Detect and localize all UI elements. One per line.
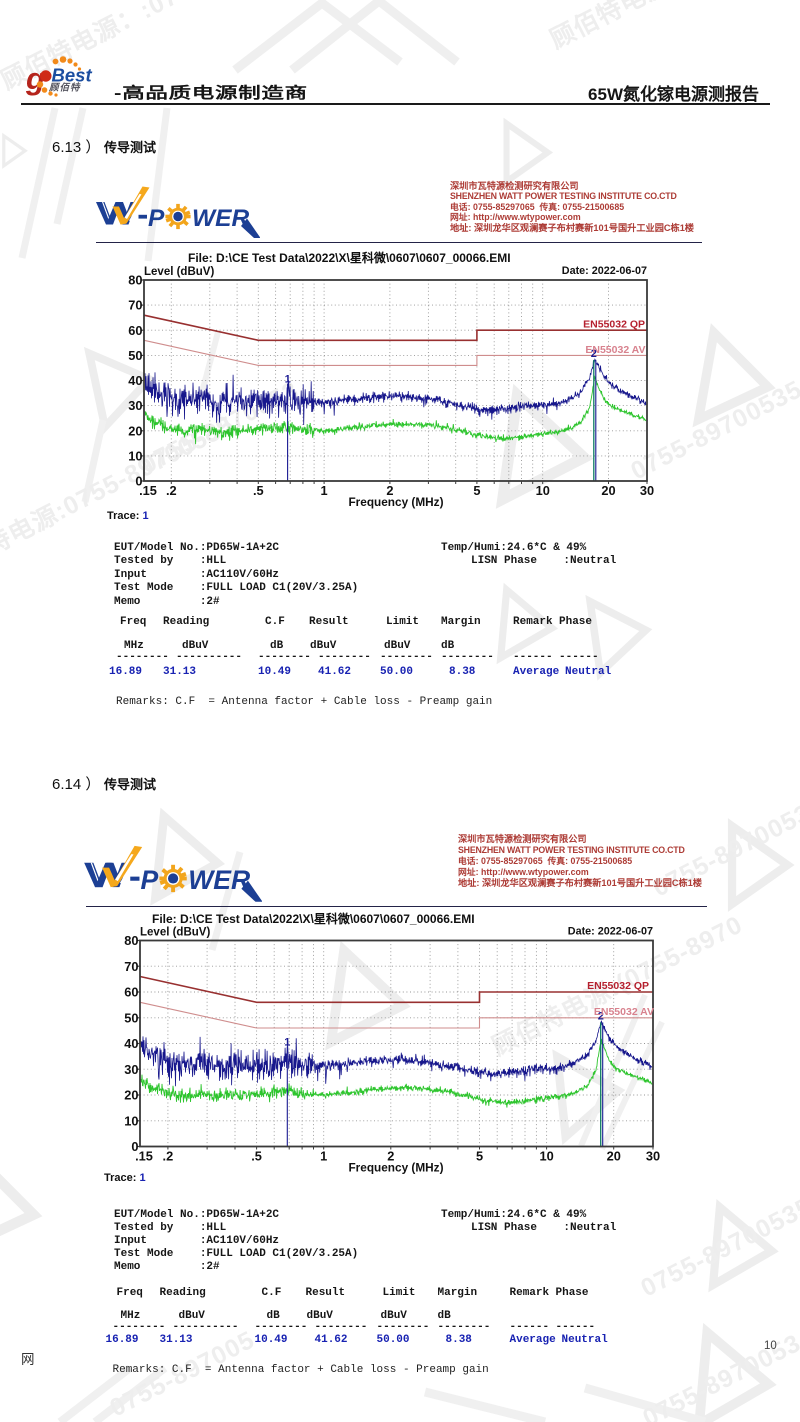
svg-text:.5: .5 (253, 483, 264, 498)
svg-text:WER: WER (192, 205, 249, 232)
svg-text:Best: Best (52, 65, 93, 86)
svg-text:60: 60 (128, 323, 142, 338)
svg-text:1: 1 (284, 1036, 290, 1048)
svg-text:1: 1 (320, 1149, 327, 1164)
svg-text:.15: .15 (139, 483, 157, 498)
svg-text:Level (dBuV): Level (dBuV) (144, 266, 214, 278)
svg-text:20: 20 (124, 1088, 138, 1103)
svg-text:20: 20 (128, 423, 142, 438)
svg-text:0: 0 (131, 1139, 138, 1154)
svg-text:2: 2 (386, 483, 393, 498)
svg-text:30: 30 (128, 398, 142, 413)
svg-text:.2: .2 (163, 1149, 174, 1164)
svg-text:60: 60 (124, 985, 138, 1000)
svg-text:顾佰特: 顾佰特 (48, 82, 81, 94)
svg-text:50: 50 (124, 1010, 138, 1025)
svg-text:30: 30 (124, 1062, 138, 1077)
svg-text:2: 2 (591, 348, 597, 360)
svg-text:EN55032 QP: EN55032 QP (583, 318, 645, 330)
svg-text:30: 30 (646, 1149, 660, 1164)
svg-text:30: 30 (640, 483, 654, 498)
svg-text:70: 70 (128, 298, 142, 313)
svg-text:2: 2 (598, 1011, 604, 1023)
svg-text:5: 5 (473, 483, 480, 498)
svg-text:EN55032 AV: EN55032 AV (585, 344, 645, 356)
svg-text:10: 10 (124, 1113, 138, 1128)
svg-text:2: 2 (387, 1149, 394, 1164)
svg-text:EN55032 QP: EN55032 QP (587, 980, 649, 992)
svg-text:.15: .15 (135, 1149, 153, 1164)
svg-text:Level (dBuV): Level (dBuV) (140, 927, 210, 939)
svg-text:1: 1 (321, 483, 328, 498)
svg-text:Date: 2022-06-07: Date: 2022-06-07 (562, 265, 647, 277)
svg-text:0: 0 (135, 474, 142, 489)
svg-text:P: P (148, 205, 165, 232)
svg-text:WER: WER (188, 865, 250, 895)
svg-text:80: 80 (128, 273, 142, 288)
svg-text:10: 10 (539, 1149, 553, 1164)
svg-text:.2: .2 (166, 483, 177, 498)
svg-text:Frequency (MHz): Frequency (MHz) (348, 495, 443, 509)
svg-text:5: 5 (476, 1149, 483, 1164)
svg-text:50: 50 (128, 348, 142, 363)
svg-text:40: 40 (124, 1036, 138, 1051)
svg-text:40: 40 (128, 373, 142, 388)
svg-text:.5: .5 (251, 1149, 262, 1164)
svg-text:20: 20 (607, 1149, 621, 1164)
svg-text:10: 10 (536, 483, 550, 498)
svg-text:20: 20 (601, 483, 615, 498)
svg-text:Frequency (MHz): Frequency (MHz) (348, 1161, 443, 1175)
svg-text:EN55032 AV: EN55032 AV (594, 1006, 654, 1018)
svg-text:80: 80 (124, 933, 138, 948)
svg-text:10: 10 (128, 449, 142, 464)
svg-text:1: 1 (285, 373, 291, 385)
svg-text:Date: 2022-06-07: Date: 2022-06-07 (568, 926, 653, 938)
svg-text:70: 70 (124, 959, 138, 974)
svg-text:P: P (141, 865, 159, 895)
